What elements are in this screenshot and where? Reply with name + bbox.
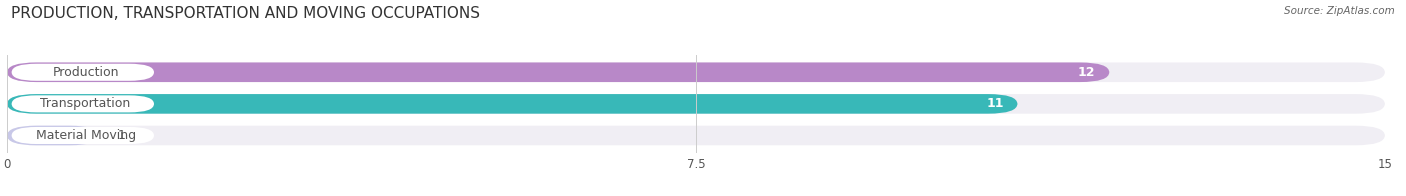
- Text: Production: Production: [52, 66, 120, 79]
- FancyBboxPatch shape: [11, 95, 155, 113]
- Text: Material Moving: Material Moving: [35, 129, 135, 142]
- Text: 1: 1: [117, 129, 125, 142]
- FancyBboxPatch shape: [11, 64, 155, 81]
- FancyBboxPatch shape: [7, 94, 1018, 114]
- FancyBboxPatch shape: [7, 63, 1109, 82]
- Text: 12: 12: [1078, 66, 1095, 79]
- FancyBboxPatch shape: [7, 126, 1385, 145]
- Text: 11: 11: [986, 97, 1004, 110]
- Text: PRODUCTION, TRANSPORTATION AND MOVING OCCUPATIONS: PRODUCTION, TRANSPORTATION AND MOVING OC…: [11, 6, 481, 21]
- FancyBboxPatch shape: [7, 126, 98, 145]
- FancyBboxPatch shape: [11, 127, 155, 144]
- Text: Source: ZipAtlas.com: Source: ZipAtlas.com: [1284, 6, 1395, 16]
- FancyBboxPatch shape: [7, 94, 1385, 114]
- FancyBboxPatch shape: [7, 63, 1385, 82]
- Text: Transportation: Transportation: [41, 97, 131, 110]
